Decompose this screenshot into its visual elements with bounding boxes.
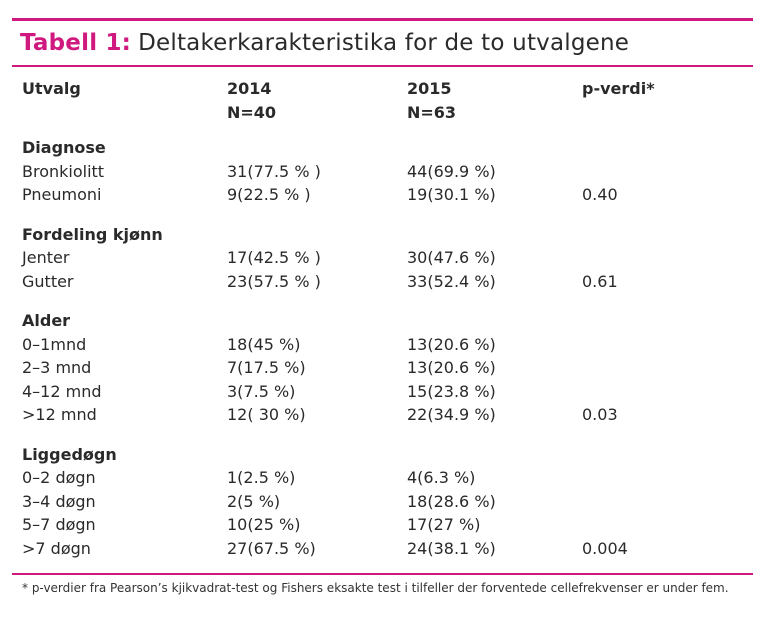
cell-2015: 24(38.1 %)	[407, 538, 496, 558]
group-label: Fordeling kjønn	[22, 224, 163, 244]
header-2015: 2015	[407, 79, 452, 98]
cell-2014: 31(77.5 % )	[227, 161, 321, 181]
footnote: * p-verdier fra Pearson’s kjikvadrat-tes…	[22, 581, 729, 595]
header-2014: 2014	[227, 79, 272, 98]
row-label: 4–12 mnd	[22, 381, 102, 401]
row-label: >12 mnd	[22, 405, 97, 424]
group-label: Alder	[22, 311, 71, 330]
header-p-verdi: p-verdi*	[582, 79, 655, 98]
header-n-2014: N=40	[227, 102, 277, 122]
table-row: 2–3 mnd 7(17.5 %) 13(20.6 %)	[22, 356, 753, 380]
cell-2015: 33(52.4 %)	[407, 271, 496, 291]
cell-2014: 23(57.5 % )	[227, 271, 321, 291]
table-row: Jenter 17(42.5 % ) 30(47.6 %)	[22, 246, 753, 270]
cell-2015: 13(20.6 %)	[407, 334, 496, 354]
header-n-2015: N=63	[407, 102, 457, 122]
cell-2015: 44(69.9 %)	[407, 161, 496, 181]
cell-2014: 18(45 %)	[227, 334, 301, 354]
group-heading: Alder	[22, 309, 753, 333]
header-row-1: Utvalg 2014 2015 p-verdi*	[22, 77, 753, 101]
row-label: Gutter	[22, 271, 74, 291]
cell-2014: 27(67.5 %)	[227, 538, 316, 558]
title-text: Deltakerkarakteristika for de to utvalge…	[138, 30, 630, 56]
cell-2014: 17(42.5 % )	[227, 248, 321, 267]
row-label: 0–1mnd	[22, 334, 87, 354]
title-rule	[12, 65, 753, 67]
table-row: Pneumoni 9(22.5 % ) 19(30.1 %) 0.40	[22, 183, 753, 207]
group-heading: Liggedøgn	[22, 443, 753, 467]
table-row: Bronkiolitt 31(77.5 % ) 44(69.9 %)	[22, 160, 753, 184]
header-utvalg: Utvalg	[22, 79, 81, 98]
cell-p-value: 0.61	[582, 271, 618, 291]
cell-2014: 9(22.5 % )	[227, 185, 311, 204]
top-rule	[12, 18, 753, 21]
header-row-2: N=40 N=63	[22, 101, 753, 125]
table-container: Tabell 1: Deltakerkarakteristika for de …	[12, 18, 753, 560]
bottom-rule	[12, 573, 753, 575]
row-label: Bronkiolitt	[22, 161, 105, 181]
table-row: 4–12 mnd 3(7.5 %) 15(23.8 %)	[22, 380, 753, 404]
cell-2014: 7(17.5 %)	[227, 358, 306, 377]
cell-2014: 1(2.5 %)	[227, 468, 296, 487]
cell-2014: 3(7.5 %)	[227, 381, 296, 401]
group-heading: Fordeling kjønn	[22, 223, 753, 247]
table-row: 3–4 døgn 2(5 %) 18(28.6 %)	[22, 490, 753, 514]
group-label: Diagnose	[22, 138, 106, 157]
data-table: Utvalg 2014 2015 p-verdi* N=40 N=63 Diag…	[12, 67, 753, 560]
row-label: 0–2 døgn	[22, 468, 96, 487]
group-heading: Diagnose	[22, 136, 753, 160]
cell-p-value: 0.40	[582, 185, 618, 204]
cell-2014: 10(25 %)	[227, 515, 301, 534]
cell-2015: 4(6.3 %)	[407, 468, 476, 487]
cell-2015: 18(28.6 %)	[407, 491, 496, 511]
row-label: Jenter	[22, 248, 70, 267]
table-row: 0–2 døgn 1(2.5 %) 4(6.3 %)	[22, 466, 753, 490]
cell-2014: 12( 30 %)	[227, 405, 306, 424]
cell-p-value: 0.03	[582, 405, 618, 424]
table-row: >7 døgn 27(67.5 %) 24(38.1 %) 0.004	[22, 537, 753, 561]
cell-2015: 15(23.8 %)	[407, 381, 496, 401]
cell-2015: 22(34.9 %)	[407, 405, 496, 424]
table-row: 0–1mnd 18(45 %) 13(20.6 %)	[22, 333, 753, 357]
title-prefix: Tabell 1:	[20, 30, 132, 56]
cell-2014: 2(5 %)	[227, 491, 281, 511]
table-row: Gutter 23(57.5 % ) 33(52.4 %) 0.61	[22, 270, 753, 294]
row-label: 2–3 mnd	[22, 358, 92, 377]
cell-2015: 30(47.6 %)	[407, 248, 496, 267]
row-label: >7 døgn	[22, 538, 91, 558]
table-title: Tabell 1: Deltakerkarakteristika for de …	[12, 21, 753, 65]
table-body: Diagnose Bronkiolitt 31(77.5 % ) 44(69.9 %)…	[22, 136, 753, 560]
cell-2015: 13(20.6 %)	[407, 358, 496, 377]
row-label: 3–4 døgn	[22, 491, 96, 511]
group-label: Liggedøgn	[22, 444, 117, 464]
cell-p-value: 0.004	[582, 538, 628, 558]
row-label: Pneumoni	[22, 185, 102, 204]
cell-2015: 17(27 %)	[407, 515, 481, 534]
table-row: 5–7 døgn 10(25 %) 17(27 %)	[22, 513, 753, 537]
cell-2015: 19(30.1 %)	[407, 185, 496, 204]
row-label: 5–7 døgn	[22, 515, 96, 534]
table-row: >12 mnd 12( 30 %) 22(34.9 %) 0.03	[22, 403, 753, 427]
